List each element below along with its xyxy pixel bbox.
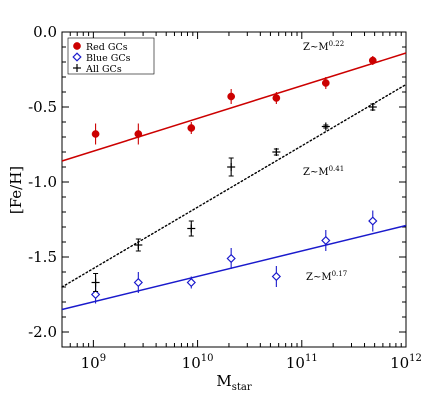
legend-red-gcs-point [73,42,81,50]
y-tick-label: 0.0 [33,23,57,41]
x-axis-title: Mstar [216,372,251,393]
fit-annotation: Z~M0.17 [306,270,347,283]
y-tick-label: -0.5 [28,98,57,116]
blue-gcs-point [186,277,196,288]
legend-label: Red GCs [86,42,128,53]
x-tick-label: 1012 [390,353,422,372]
x-tick-label: 1011 [286,353,318,372]
red-gcs-point [134,130,143,138]
blue-gcs-point [368,216,378,226]
y-tick-label: -1.5 [28,248,57,266]
x-tick-label: 109 [81,353,106,372]
red-gcs-point [227,92,236,101]
red-gcs-point [368,56,377,65]
x-tick-label: 1010 [182,353,214,372]
x-tick-base: 10 [286,354,305,372]
fit-line [61,83,407,288]
x-axis-title-main: M [216,372,231,390]
legend-label: All GCs [85,64,122,75]
x-tick-exponent: 10 [201,353,214,364]
x-tick-exponent: 12 [409,353,422,364]
fit-annotations: Z~M0.22Z~M0.41Z~M0.17 [303,40,347,283]
fit-lines [61,52,407,311]
red-gcs-point [321,79,330,87]
fit-annotation-label: Z~M [303,42,329,53]
blue-gcs-point [226,253,236,264]
fit-annotation-label: Z~M [306,272,332,283]
x-tick-exponent: 9 [100,353,106,364]
x-tick-base: 10 [81,354,100,372]
fit-line [61,224,407,311]
blue-gcs-point [133,277,143,288]
fit-annotation-exponent: 0.17 [332,270,348,278]
plot-area [61,31,407,348]
fit-annotation-label: Z~M [303,167,329,178]
plot-frame [61,31,407,348]
y-axis-title: [Fe/H] [7,166,25,214]
blue-gcs-point [271,271,281,282]
y-tick-label: -1.0 [28,173,57,191]
fit-annotation-exponent: 0.22 [329,40,345,48]
data-points [90,56,378,304]
fit-annotation: Z~M0.41 [303,165,344,178]
legend-label: Blue GCs [86,53,131,64]
blue-gcs-point [321,235,331,246]
fit-line [61,52,407,162]
red-gcs-point [91,130,100,138]
x-tick-base: 10 [390,354,409,372]
x-axis-title-sub: star [232,382,252,393]
legend-blue-gcs-point [72,52,82,62]
y-tick-label: -2.0 [28,323,57,341]
x-tick-exponent: 11 [305,353,318,364]
fit-annotation: Z~M0.22 [303,40,344,53]
red-gcs-point [272,94,281,102]
fit-annotation-exponent: 0.41 [329,165,345,173]
x-tick-base: 10 [182,354,201,372]
blue-gcs-point [90,289,101,300]
legend-box [67,37,155,75]
red-gcs-point [187,124,196,132]
